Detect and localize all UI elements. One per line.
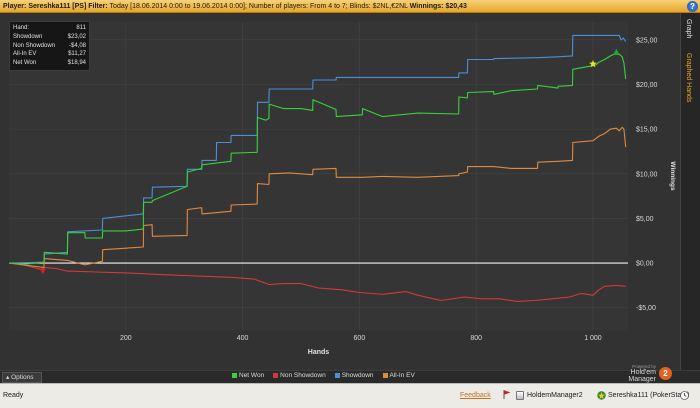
site-status-item[interactable]: Sereshka111 (PokerStars) (597, 391, 689, 400)
graph-area: 200 400 600 800 1 000 -$5,00 $0,00 $5,00 $10,00 $… (0, 13, 680, 370)
filter-value: Today [18.06.2014 0:00 to 19.06.2014 0:0… (109, 3, 408, 10)
stat-value: $23,02 (67, 33, 86, 40)
stat-value: 811 (76, 25, 86, 31)
options-bar: ▴ Options (0, 370, 700, 383)
legend-swatch (382, 373, 388, 378)
x-tick-label: 800 (470, 335, 482, 342)
stat-row-non-showdown: Non Showdown -$4,08 (13, 42, 86, 51)
legend-swatch (232, 373, 237, 378)
stat-row-allin-ev: All-In EV $11,27 (13, 50, 86, 59)
legend-item-showdown[interactable]: Showdown (334, 372, 374, 379)
brand-text: Hold'em Manager (628, 369, 656, 383)
hm2-status-item[interactable]: HoldemManager2 (516, 391, 583, 400)
feedback-link[interactable]: Feedback (460, 392, 491, 399)
legend-item-net-won[interactable]: Net Won (232, 372, 264, 379)
series-line-non-showdown (8, 262, 626, 302)
stat-value: $11,27 (68, 51, 86, 58)
y-tick-label: $0,00 (636, 261, 654, 268)
help-icon[interactable]: ? (687, 1, 698, 12)
stat-label: Showdown (13, 33, 43, 40)
star-marker-icon (589, 60, 597, 68)
triangle-down-marker-icon (39, 268, 46, 275)
hm2-status-label: HoldemManager2 (527, 392, 583, 399)
clock-icon[interactable] (680, 391, 689, 400)
y-tick-label: $10,00 (636, 171, 658, 178)
powered-by-text: Powered by (632, 364, 656, 369)
y-tick-label: $15,00 (636, 127, 658, 134)
legend-item-non-showdown[interactable]: Non Showdown (273, 372, 326, 379)
stat-row-showdown: Showdown $23,02 (13, 33, 86, 42)
options-arrow-icon: ▴ (6, 374, 12, 381)
y-tick-label: $5,00 (636, 216, 654, 223)
hand-stats-box: Hand: 811 Showdown $23,02 Non Showdown -$4,… (9, 21, 90, 71)
x-tick-label: 200 (120, 335, 132, 342)
stat-value: $18,94 (67, 60, 86, 67)
x-tick-label: 600 (354, 335, 366, 342)
hm2-badge-icon: 2 (659, 367, 672, 380)
pokerstars-icon (597, 391, 606, 400)
status-bar: Ready Feedback HoldemManager2 Sereshka11… (0, 383, 700, 408)
stat-row-net-won: Net Won $18,94 (13, 59, 86, 68)
y-tick-label: $25,00 (636, 37, 658, 44)
flag-icon[interactable] (503, 390, 511, 399)
winnings-value: $20,43 (445, 3, 467, 10)
tab-graphed-hands[interactable]: Graphed Hands (685, 53, 692, 103)
series-line-net-won (8, 52, 627, 265)
winnings-chart: 200 400 600 800 1 000 -$5,00 $0,00 $5,00 $10,00 $… (8, 22, 676, 356)
stat-value: -$4,08 (68, 42, 86, 49)
legend-label: Showdown (341, 372, 374, 379)
winnings-label: Winnings: (409, 3, 444, 10)
legend-swatch (273, 373, 279, 378)
x-tick-label: 400 (237, 335, 249, 342)
legend-label: Net Won (239, 372, 265, 379)
y-tick-label: -$5,00 (636, 305, 656, 312)
triangle-marker-icon (613, 48, 620, 55)
player-value: Sereshka111 [PS] (28, 3, 87, 10)
tab-graph[interactable]: Graph (685, 19, 692, 39)
stat-label: Net Won (13, 60, 37, 67)
y-axis-label: Winnings (669, 161, 676, 191)
player-label: Player: (3, 3, 27, 10)
plot-background (9, 22, 628, 330)
filter-label: Filter: (88, 3, 108, 10)
x-axis-label: Hands (308, 349, 330, 356)
right-tab-strip: Graph Graphed Hands (680, 13, 700, 370)
legend-label: All-In EV (389, 372, 415, 379)
status-text: Ready (3, 392, 24, 399)
stat-label: Non Showdown (13, 42, 56, 49)
legend-label: Non Showdown (280, 372, 326, 379)
legend-item-allin-ev[interactable]: All-In EV (382, 372, 415, 379)
stat-label: Hand: (13, 25, 30, 31)
options-button[interactable]: ▴ Options (2, 372, 42, 383)
stat-label: All-In EV (13, 51, 37, 58)
chart-legend: Net Won Non Showdown Showdown All-In EV (232, 372, 415, 379)
hm2-app-icon (516, 391, 524, 400)
stat-row-hand: Hand: 811 (13, 24, 86, 33)
legend-swatch (334, 373, 340, 378)
x-tick-label: 1 000 (584, 335, 602, 342)
filter-bar[interactable]: Player: Sereshka111 [PS] Filter: Today [… (0, 0, 700, 13)
y-tick-label: $20,00 (636, 82, 658, 89)
options-label: Options (11, 374, 34, 381)
site-status-label: Sereshka111 (PokerStars) (608, 392, 690, 399)
powered-by-logo: Powered by Hold'em Manager 2 (612, 364, 672, 383)
